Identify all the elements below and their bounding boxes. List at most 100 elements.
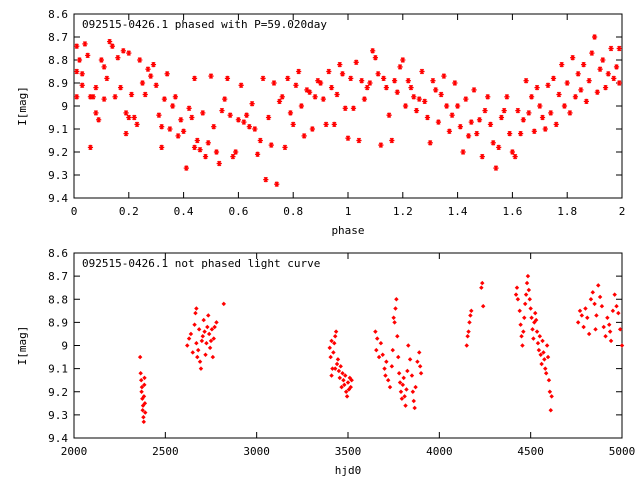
- data-point: [112, 94, 118, 100]
- data-point: [304, 87, 310, 93]
- data-point: [515, 107, 521, 114]
- data-point: [208, 73, 214, 79]
- data-point: [391, 315, 396, 320]
- y-tick-label: 9.3: [48, 409, 68, 422]
- data-point: [417, 364, 423, 369]
- data-point: [572, 94, 579, 100]
- data-point: [274, 181, 280, 187]
- data-point: [212, 324, 217, 330]
- data-point: [257, 137, 263, 144]
- data-point: [222, 96, 228, 102]
- data-point: [93, 110, 99, 116]
- data-point: [276, 98, 283, 105]
- data-point: [205, 140, 211, 146]
- data-point: [539, 114, 546, 121]
- data-point: [214, 320, 219, 325]
- x-tick-label: 2: [619, 205, 626, 218]
- data-point: [427, 140, 433, 146]
- data-point: [338, 364, 343, 369]
- data-point: [474, 130, 480, 137]
- data-point: [619, 343, 625, 348]
- data-point: [244, 112, 250, 118]
- data-point: [531, 128, 537, 135]
- data-point: [331, 350, 336, 355]
- data-point: [545, 82, 551, 89]
- data-series: [137, 273, 625, 425]
- data-point: [359, 77, 365, 84]
- y-tick-label: 9: [61, 340, 68, 353]
- data-point: [533, 310, 538, 316]
- data-point: [287, 110, 294, 116]
- data-point: [85, 52, 91, 59]
- data-point: [487, 121, 494, 128]
- y-tick-label: 8.7: [48, 270, 68, 283]
- data-point: [126, 114, 132, 121]
- data-point: [159, 144, 165, 151]
- data-point: [579, 313, 585, 318]
- data-point: [578, 87, 584, 93]
- data-point: [404, 387, 409, 392]
- data-point: [389, 137, 395, 144]
- data-point: [185, 343, 190, 348]
- data-point: [208, 338, 214, 344]
- data-point: [522, 315, 527, 320]
- data-point: [387, 384, 393, 390]
- data-point: [597, 294, 603, 300]
- data-point: [392, 320, 397, 325]
- data-point: [172, 94, 178, 100]
- y-tick-label: 9.4: [48, 192, 68, 205]
- data-point: [449, 112, 455, 118]
- data-point: [395, 334, 400, 339]
- data-point: [380, 352, 385, 357]
- data-point: [539, 361, 544, 367]
- data-point: [523, 292, 529, 297]
- data-point: [211, 123, 217, 130]
- data-point: [480, 303, 486, 309]
- data-point: [186, 105, 192, 112]
- data-point: [382, 366, 387, 371]
- data-point: [178, 117, 184, 123]
- data-point: [82, 41, 88, 47]
- data-point: [416, 96, 422, 102]
- data-point: [586, 77, 592, 84]
- data-point: [378, 340, 384, 346]
- data-point: [400, 57, 406, 63]
- data-point: [460, 149, 466, 155]
- data-point: [137, 57, 143, 63]
- data-point: [138, 371, 143, 376]
- data-point: [74, 94, 80, 100]
- x-tick-label: 0.2: [119, 205, 139, 218]
- data-point: [466, 329, 471, 334]
- data-point: [346, 387, 352, 392]
- data-point: [570, 54, 576, 61]
- data-point: [405, 368, 410, 374]
- data-point: [328, 354, 333, 360]
- data-point: [93, 84, 99, 91]
- y-tick-label: 9.1: [48, 123, 68, 136]
- data-point: [197, 359, 203, 364]
- data-point: [343, 373, 348, 378]
- data-point: [515, 297, 521, 302]
- data-point: [465, 334, 470, 339]
- data-point: [323, 121, 329, 128]
- data-point: [519, 334, 524, 339]
- data-point: [537, 334, 543, 339]
- data-point: [337, 61, 343, 68]
- data-point: [534, 329, 540, 334]
- data-point: [433, 87, 439, 93]
- data-point: [399, 396, 405, 401]
- data-point: [512, 153, 518, 160]
- data-point: [332, 366, 338, 371]
- data-point: [175, 133, 181, 139]
- data-point: [553, 121, 559, 128]
- y-tick-label: 8.6: [48, 247, 68, 260]
- data-point: [164, 71, 170, 77]
- data-point: [372, 54, 378, 61]
- data-point: [406, 343, 411, 348]
- x-tick-label: 2000: [61, 445, 88, 458]
- data-point: [332, 340, 337, 346]
- data-point: [203, 352, 208, 357]
- data-point: [98, 57, 104, 63]
- data-point: [408, 84, 414, 91]
- data-point: [364, 84, 370, 91]
